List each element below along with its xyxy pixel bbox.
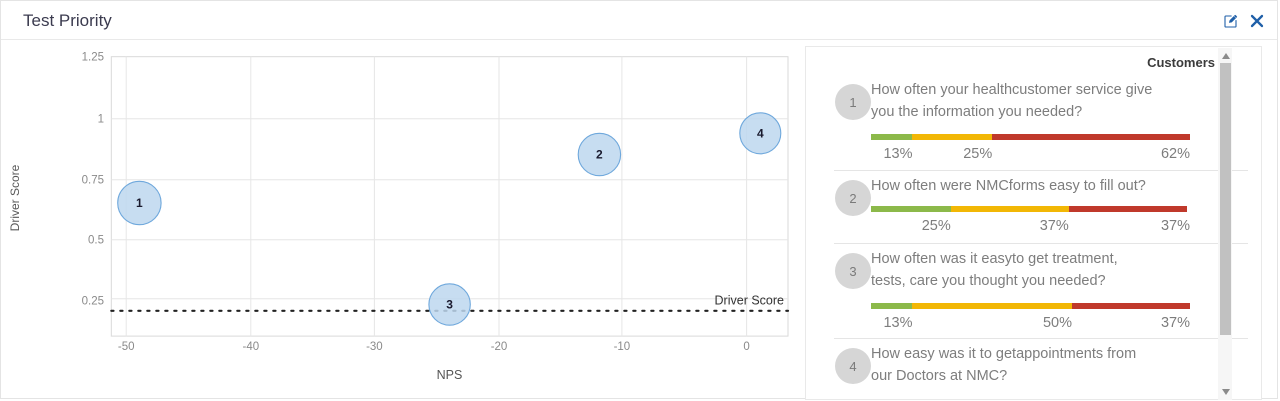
svg-text:4: 4 — [757, 126, 764, 140]
svg-text:Driver Score: Driver Score — [715, 294, 785, 308]
svg-text:-30: -30 — [366, 341, 383, 353]
svg-text:0.25: 0.25 — [82, 296, 104, 308]
svg-text:-10: -10 — [614, 341, 631, 353]
svg-text:0.5: 0.5 — [88, 235, 104, 247]
svg-text:-20: -20 — [491, 341, 508, 353]
svg-text:3: 3 — [446, 298, 453, 312]
svg-text:Driver Score: Driver Score — [8, 164, 22, 231]
svg-text:-50: -50 — [118, 341, 135, 353]
svg-text:2: 2 — [596, 148, 603, 162]
svg-text:1.25: 1.25 — [82, 52, 104, 64]
svg-text:0: 0 — [743, 341, 749, 353]
svg-text:0.75: 0.75 — [82, 175, 104, 187]
svg-text:1: 1 — [136, 196, 143, 210]
svg-text:-40: -40 — [242, 341, 259, 353]
svg-text:NPS: NPS — [437, 368, 463, 382]
svg-text:1: 1 — [98, 114, 104, 126]
